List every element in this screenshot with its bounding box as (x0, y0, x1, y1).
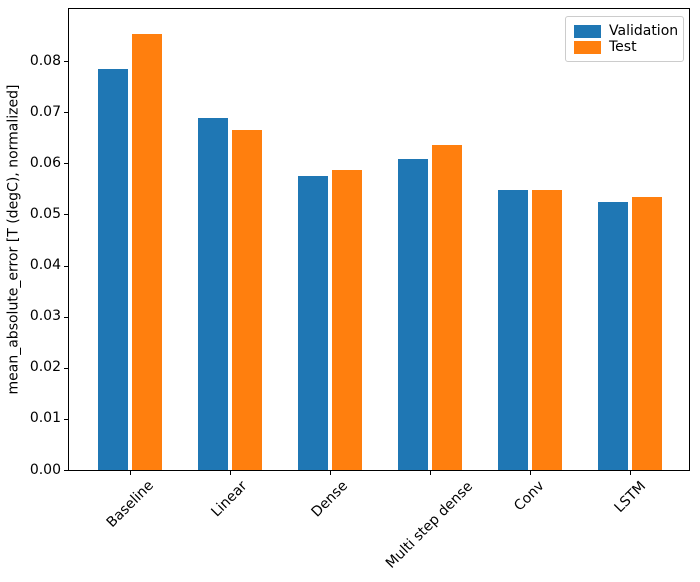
bar-validation-lstm (598, 201, 628, 470)
bar-validation-conv (498, 189, 528, 470)
bar-validation-baseline (98, 68, 128, 470)
bar-validation-dense (298, 175, 328, 470)
legend-label-validation: Validation (609, 23, 679, 39)
y-tick-label: 0.04 (29, 257, 61, 274)
bar-test-conv (532, 190, 562, 470)
x-tick-label: Linear (208, 478, 251, 521)
y-tick-mark (64, 61, 68, 63)
y-tick-label: 0.03 (29, 308, 61, 325)
legend-swatch-validation (574, 24, 601, 38)
y-tick-label: 0.01 (29, 410, 61, 427)
legend-label-test: Test (609, 39, 637, 55)
y-tick-mark (64, 470, 68, 471)
y-tick-mark (64, 367, 68, 369)
y-tick-label: 0.07 (29, 103, 61, 120)
legend-item-test: Test (574, 40, 675, 54)
x-tick-mark (429, 471, 431, 475)
y-tick-label: 0.06 (29, 154, 61, 171)
bar-test-lstm (632, 197, 662, 470)
x-tick-label: Conv (511, 478, 548, 515)
y-tick-label: 0.05 (29, 205, 61, 222)
y-tick-mark (64, 112, 68, 114)
x-tick-mark (129, 471, 131, 475)
x-tick-label: Baseline (103, 477, 157, 532)
y-tick-mark (64, 214, 68, 216)
bar-validation-linear (198, 117, 228, 470)
y-tick-mark (64, 418, 68, 420)
x-tick-label: Dense (308, 477, 352, 521)
y-tick-label: 0.08 (29, 52, 61, 69)
bar-test-multi-step-dense (432, 144, 462, 470)
y-tick-label: 0.02 (29, 359, 61, 376)
legend-item-validation: Validation (574, 23, 679, 39)
x-tick-label: Multi step dense (382, 478, 477, 572)
plot-area (68, 8, 690, 471)
legend: Validation Test (565, 16, 684, 62)
x-tick-label: LSTM (610, 477, 649, 516)
x-tick-mark (529, 471, 531, 475)
y-tick-mark (64, 163, 68, 165)
bar-test-baseline (132, 34, 162, 470)
bar-test-linear (232, 130, 262, 470)
legend-swatch-test (574, 40, 601, 54)
x-tick-mark (629, 471, 631, 475)
x-tick-mark (329, 471, 331, 475)
bar-test-dense (332, 169, 362, 470)
y-tick-mark (64, 265, 68, 267)
bar-validation-multi-step-dense (398, 158, 428, 470)
x-tick-mark (229, 471, 231, 475)
y-tick-label: 0.00 (29, 461, 61, 478)
y-axis-label: mean_absolute_error [T (degC), normalize… (5, 84, 22, 395)
y-tick-mark (64, 316, 68, 318)
